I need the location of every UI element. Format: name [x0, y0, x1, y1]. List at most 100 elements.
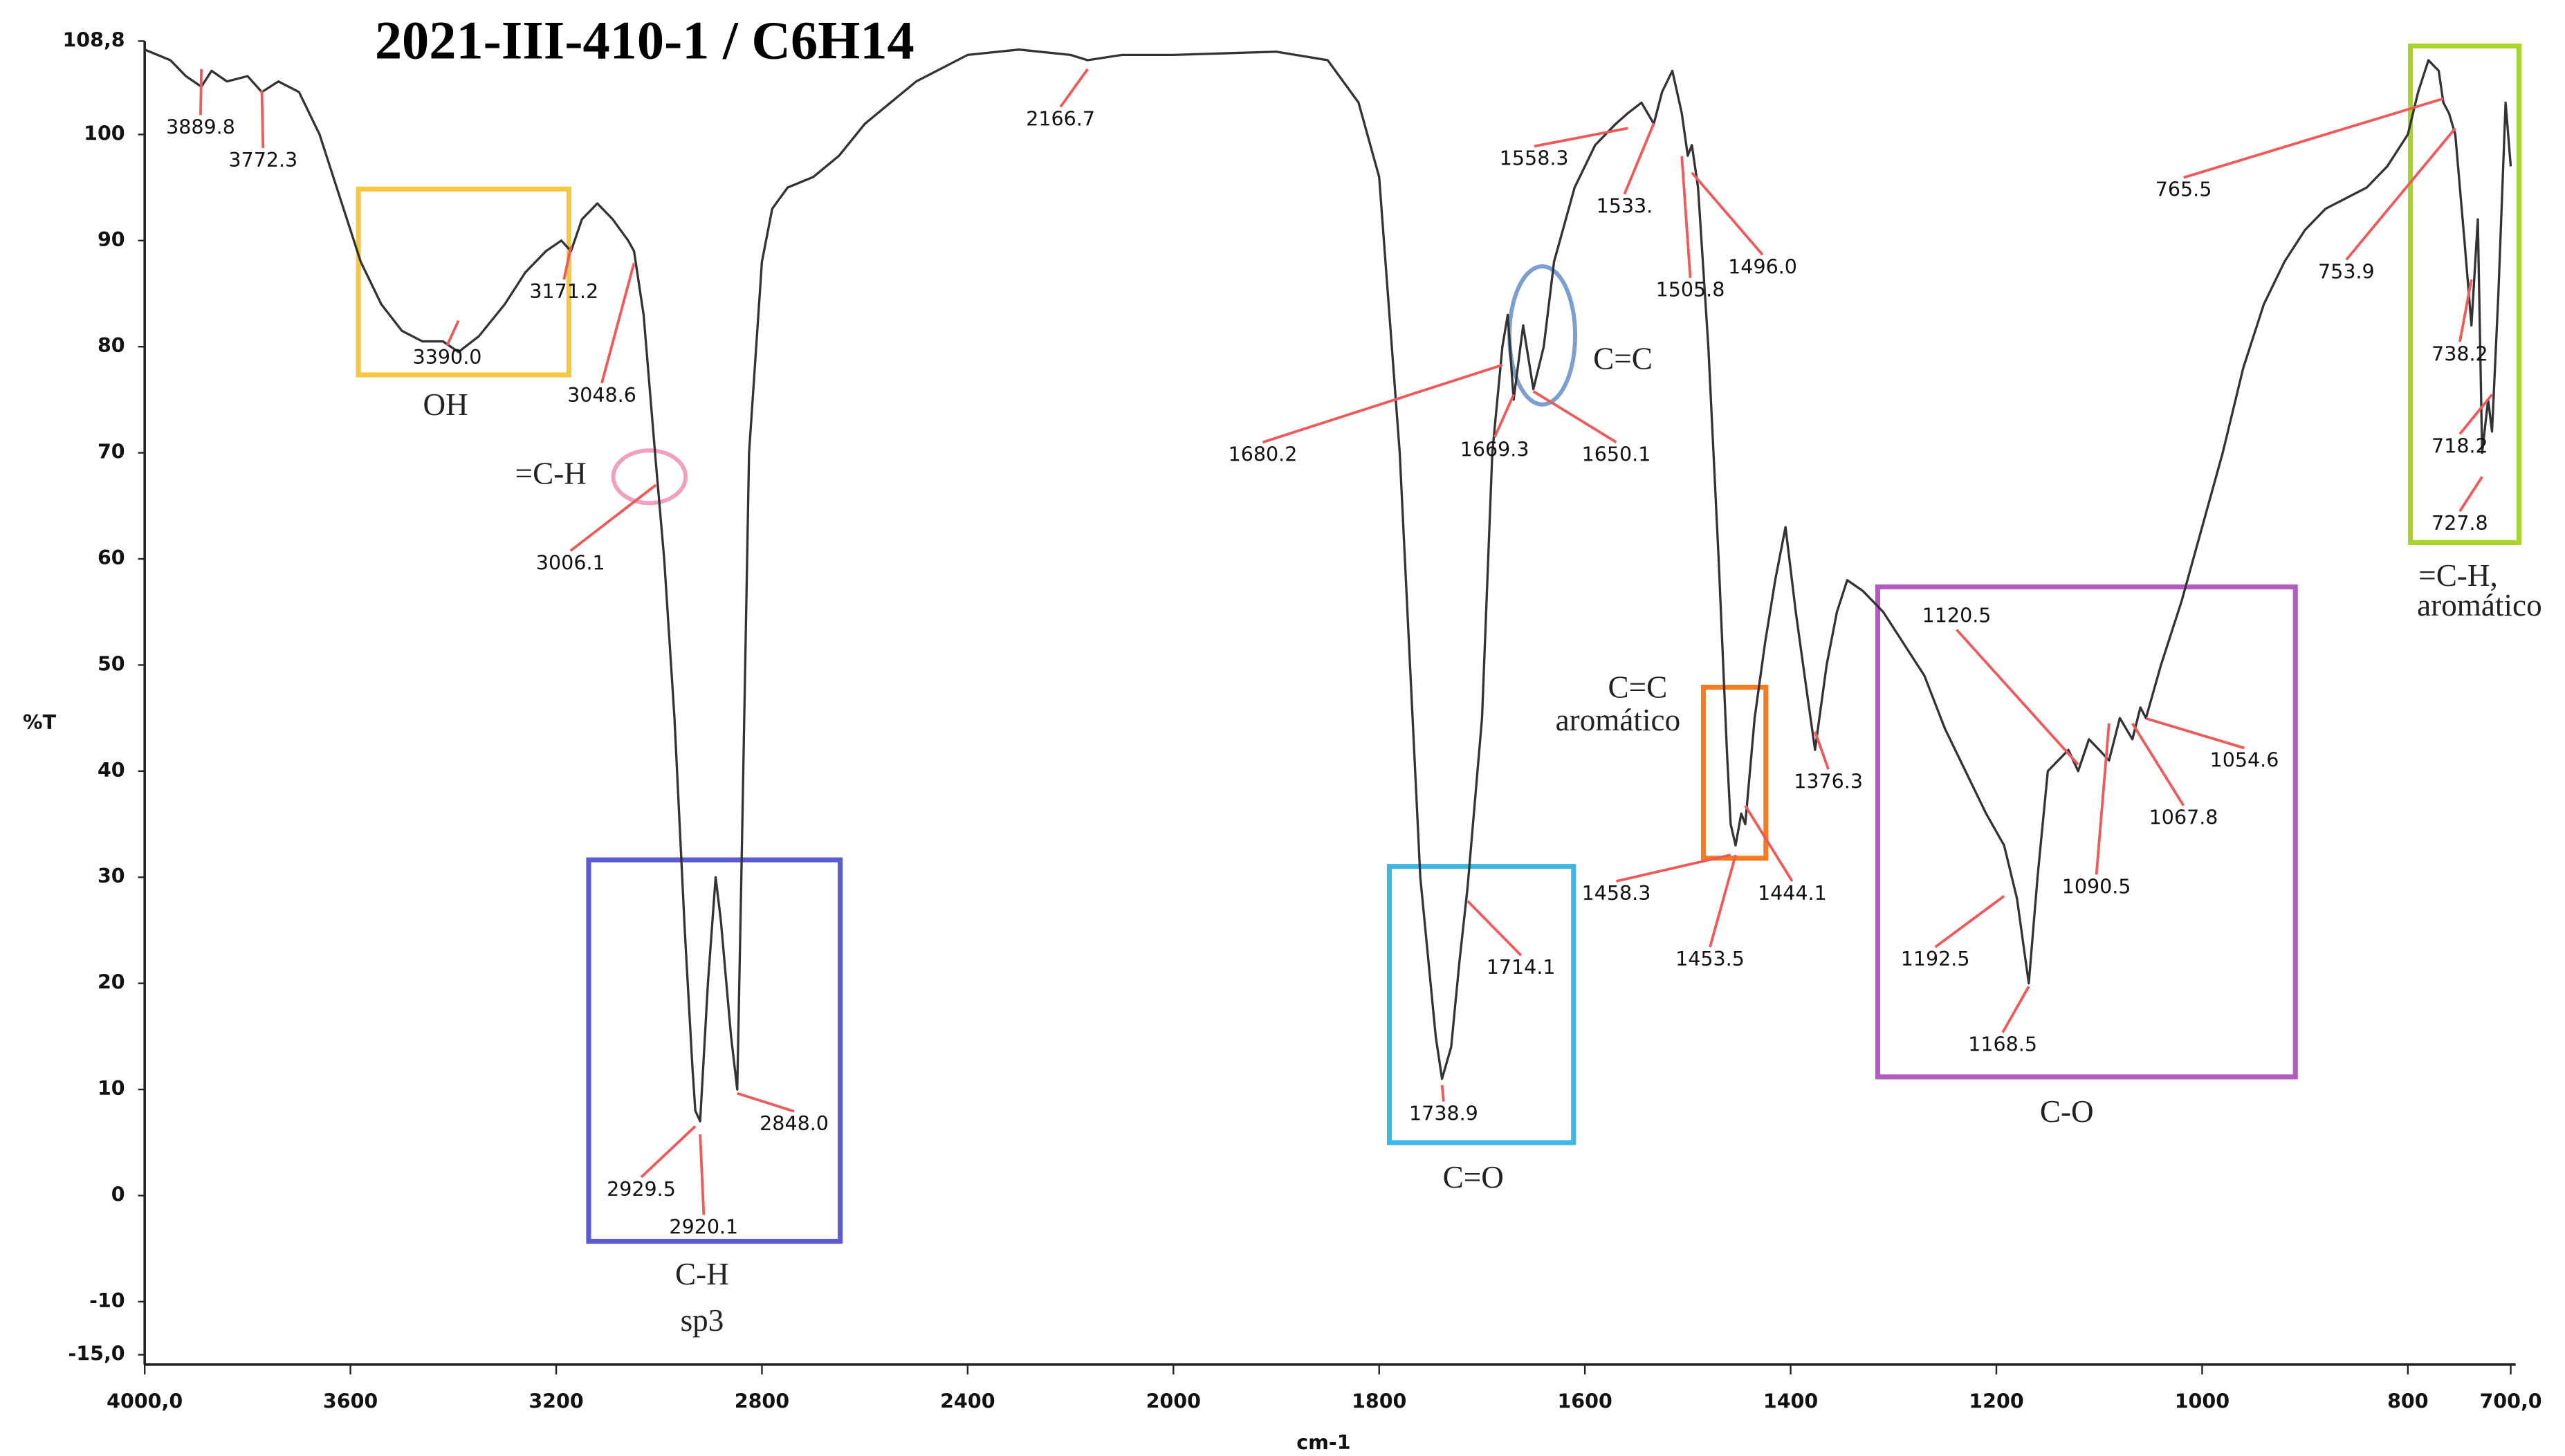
peak-marker [260, 90, 265, 148]
peak-marker [1680, 156, 1692, 278]
peak-label: 1558.3 [1500, 147, 1569, 170]
peak-label: 3006.1 [536, 551, 605, 574]
peak-label: 1669.3 [1460, 438, 1529, 461]
peak-label: 1067.8 [2149, 807, 2218, 829]
peak-marker [600, 262, 636, 384]
peak-marker [737, 1091, 795, 1113]
peak-marker [2458, 476, 2483, 513]
y-tick-label: 108,8 [62, 28, 125, 51]
peak-marker [1534, 127, 1628, 148]
co-box [1386, 864, 1576, 1145]
peak-marker [2345, 127, 2456, 261]
peak-marker [1616, 854, 1731, 883]
x-tick-label: 800 [2387, 1390, 2429, 1413]
peak-marker [2095, 723, 2111, 875]
peak-label: 727.8 [2431, 512, 2488, 535]
x-tick-label: 1600 [1557, 1390, 1612, 1413]
group-label: C=C [1593, 341, 1653, 376]
peak-marker [2145, 717, 2245, 750]
peak-marker [2001, 986, 2030, 1033]
y-tick-label: 50 [98, 652, 125, 675]
peak-label: 2848.0 [760, 1112, 829, 1135]
x-tick-label: 2000 [1146, 1390, 1201, 1413]
peak-label: 1168.5 [1968, 1033, 2037, 1056]
peak-label: 1090.5 [2062, 876, 2131, 899]
x-tick-label: 3600 [323, 1390, 378, 1413]
group-label: sp3 [681, 1303, 724, 1338]
x-tick-label: 700,0 [2479, 1390, 2541, 1413]
group-label: C=C [1608, 670, 1668, 705]
x-tick-label: 2400 [940, 1390, 995, 1413]
y-tick-label: 30 [98, 865, 125, 887]
peak-label: 2920.1 [669, 1216, 738, 1239]
chart-title: 2021-III-410-1 / C6H14 [375, 10, 914, 71]
peak-marker [1623, 122, 1655, 195]
peak-label: 2929.5 [607, 1178, 676, 1201]
peak-label: 1120.5 [1922, 604, 1992, 627]
peak-label: 1650.1 [1582, 443, 1651, 466]
peak-marker [1493, 394, 1515, 439]
peak-label: 1680.2 [1229, 443, 1298, 466]
ch-ellipse [611, 448, 688, 506]
y-tick-label: 40 [98, 759, 125, 782]
peak-label: 1505.8 [1656, 279, 1725, 302]
peak-label: 3390.0 [413, 346, 482, 369]
peak-label: 718.2 [2431, 435, 2488, 458]
peak-label: 3171.2 [529, 280, 598, 303]
x-tick-label: 1000 [2175, 1390, 2230, 1413]
group-label: C=O [1443, 1160, 1504, 1195]
ch-box [586, 857, 843, 1244]
y-axis-label: %T [23, 711, 57, 734]
peak-marker [445, 320, 460, 346]
x-tick-label: 1800 [1352, 1390, 1406, 1413]
peak-marker [1440, 1085, 1445, 1102]
y-tick-label: 20 [98, 971, 125, 994]
y-tick-label: 90 [98, 228, 125, 251]
peak-marker [699, 1134, 706, 1215]
y-tick-label: 10 [98, 1077, 125, 1100]
y-tick-label: -10 [89, 1289, 125, 1312]
peak-marker [640, 1125, 697, 1179]
peak-label: 1376.3 [1794, 770, 1863, 793]
peak-marker [1532, 390, 1617, 444]
y-tick-label: 100 [84, 122, 125, 145]
peak-marker [1059, 68, 1089, 108]
x-tick-label: 4000,0 [107, 1390, 183, 1413]
group-label: aromático [2417, 588, 2542, 623]
peak-label: 765.5 [2155, 178, 2212, 201]
peak-label: 1738.9 [1409, 1103, 1478, 1125]
peak-label: 1714.1 [1487, 956, 1556, 979]
peak-label: 3772.3 [228, 149, 297, 172]
peak-marker [1709, 854, 1737, 948]
x-axis-label: cm-1 [1296, 1431, 1350, 1454]
group-label: aromático [1556, 703, 1681, 737]
y-tick-label: 0 [111, 1183, 125, 1206]
peak-label: 1192.5 [1901, 948, 1970, 970]
x-tick-label: 1400 [1763, 1390, 1818, 1413]
peak-marker [569, 483, 657, 552]
aromatic-ch-box [2408, 43, 2522, 545]
peak-label: 1054.6 [2210, 749, 2279, 772]
peak-marker [1744, 804, 1794, 883]
peak-marker [2183, 97, 2444, 179]
peak-label: 1496.0 [1728, 255, 1797, 278]
peak-label: 738.2 [2431, 342, 2488, 365]
group-label: C-H [675, 1257, 729, 1291]
peak-label: 1533. [1597, 194, 1653, 217]
peak-label: 3048.6 [567, 384, 636, 407]
peak-marker [1934, 894, 2005, 948]
peak-marker [1262, 363, 1503, 444]
y-tick-label: -15,0 [68, 1343, 125, 1365]
peak-marker [1956, 629, 2079, 766]
x-tick-label: 2800 [735, 1390, 789, 1413]
spectrum-line [144, 48, 2512, 1123]
peak-marker [562, 246, 573, 280]
group-label: =C-H, [2418, 558, 2498, 593]
y-tick-label: 70 [98, 441, 125, 463]
peak-marker [2458, 279, 2473, 342]
x-tick-label: 1200 [1969, 1390, 2023, 1413]
peak-label: 1453.5 [1675, 948, 1745, 970]
peak-marker [2131, 722, 2185, 807]
